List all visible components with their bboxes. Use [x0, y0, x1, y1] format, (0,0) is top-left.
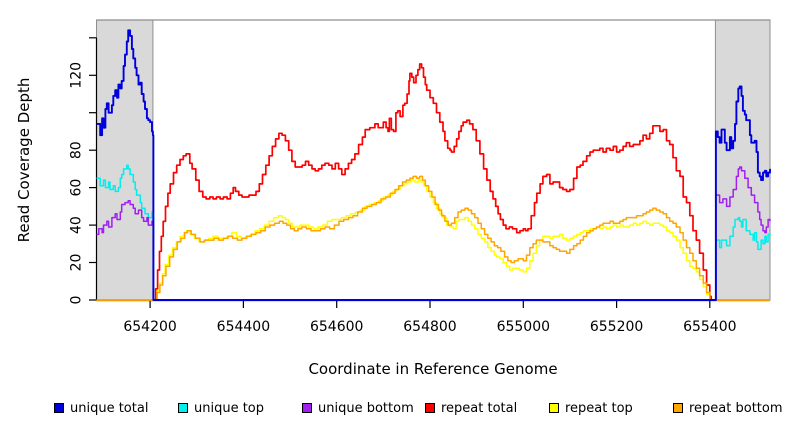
legend-label: unique bottom	[318, 401, 414, 416]
series-line-repeat-bottom	[96, 175, 770, 301]
legend-item-repeat-bottom: repeat bottom	[673, 398, 783, 416]
y-tick-label: 60	[69, 179, 85, 197]
legend-swatch-icon	[673, 402, 683, 413]
y-tick-label: 120	[69, 62, 85, 89]
y-axis-title: Read Coverage Depth	[15, 77, 33, 243]
x-tick-label: 655400	[683, 319, 736, 335]
series-line-unique-total	[96, 29, 771, 301]
legend-item-unique-bottom: unique bottom	[302, 398, 414, 416]
legend-label: repeat total	[441, 401, 518, 416]
y-tick-label: 80	[69, 141, 85, 159]
y-tick-label: 40	[69, 216, 85, 234]
legend-item-unique-top: unique top	[178, 398, 265, 416]
x-axis-title: Coordinate in Reference Genome	[308, 360, 558, 378]
legend-label: repeat top	[565, 401, 633, 416]
legend-swatch-icon	[425, 402, 435, 413]
x-tick-label: 654400	[217, 319, 270, 335]
y-tick-label: 0	[69, 296, 85, 305]
y-tick-label: 20	[69, 254, 85, 272]
legend-label: unique top	[194, 401, 265, 416]
x-tick-label: 655200	[590, 319, 643, 335]
legend-item-unique-total: unique total	[54, 398, 149, 416]
legend-swatch-icon	[302, 402, 312, 413]
legend-label: unique total	[70, 401, 149, 416]
shaded-region-right-repeat-flank	[714, 19, 771, 301]
legend-item-repeat-top: repeat top	[549, 398, 633, 416]
x-tick-label: 654200	[123, 319, 176, 335]
legend-label: repeat bottom	[689, 401, 783, 416]
series-line-repeat-total	[96, 63, 770, 301]
x-tick-label: 654800	[403, 319, 456, 335]
series-line-repeat-top	[96, 179, 770, 301]
legend-swatch-icon	[54, 402, 64, 413]
legend-item-repeat-total: repeat total	[425, 398, 518, 416]
x-tick-label: 654600	[310, 319, 363, 335]
legend-swatch-icon	[549, 402, 559, 413]
legend-swatch-icon	[178, 402, 188, 413]
chart-legend: unique total unique top unique bottom repea…	[0, 398, 792, 418]
x-tick-label: 655000	[497, 319, 550, 335]
series-line-unique-bottom	[96, 166, 771, 301]
